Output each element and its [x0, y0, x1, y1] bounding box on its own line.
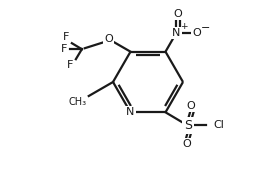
Text: N: N	[172, 28, 181, 38]
Text: O: O	[105, 34, 113, 44]
Text: O: O	[183, 139, 192, 149]
Text: CH₃: CH₃	[69, 97, 87, 107]
Text: O: O	[192, 28, 201, 38]
Text: F: F	[61, 44, 67, 54]
Text: −: −	[201, 23, 210, 33]
Text: F: F	[63, 32, 69, 42]
Text: O: O	[173, 9, 182, 19]
Text: S: S	[184, 119, 192, 132]
Text: O: O	[187, 101, 195, 111]
Text: Cl: Cl	[213, 120, 224, 130]
Text: N: N	[126, 107, 135, 117]
Text: F: F	[67, 60, 73, 70]
Text: +: +	[180, 22, 187, 31]
